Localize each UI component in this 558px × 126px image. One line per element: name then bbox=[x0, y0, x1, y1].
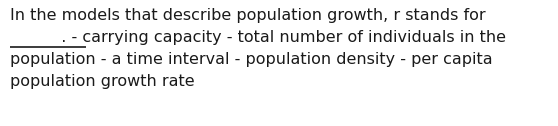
Text: population - a time interval - population density - per capita: population - a time interval - populatio… bbox=[10, 52, 493, 67]
Text: . - carrying capacity - total number of individuals in the: . - carrying capacity - total number of … bbox=[10, 30, 506, 45]
Text: population growth rate: population growth rate bbox=[10, 74, 195, 89]
Text: In the models that describe population growth, r stands for: In the models that describe population g… bbox=[10, 8, 485, 23]
